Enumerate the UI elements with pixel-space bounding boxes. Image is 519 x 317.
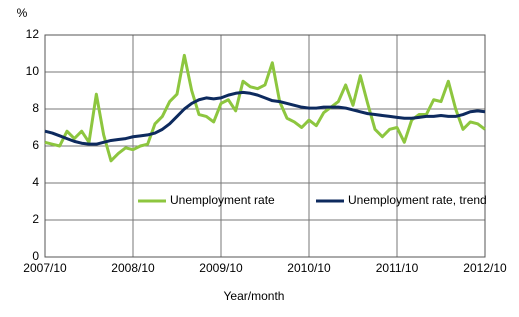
legend-label: Unemployment rate, trend — [348, 193, 487, 207]
y-tick-label: 4 — [32, 175, 39, 189]
y-tick-label: 0 — [32, 249, 39, 263]
series-line — [44, 53, 486, 163]
legend-label: Unemployment rate — [170, 193, 275, 207]
x-tick-label: 2011/10 — [376, 261, 419, 275]
x-tick-label: 2012/10 — [463, 261, 507, 275]
x-tick-label: 2009/10 — [199, 261, 243, 275]
y-tick-label: 12 — [26, 27, 40, 41]
x-axis-label: Year/month — [224, 289, 285, 303]
series-line — [44, 90, 486, 146]
x-tick-label: 2008/10 — [111, 261, 155, 275]
plot-frame — [44, 34, 486, 258]
y-tick-label: 2 — [32, 212, 39, 226]
y-tick-label: 8 — [32, 101, 39, 115]
y-tick-label: 10 — [26, 64, 40, 78]
y-tick-label: 6 — [32, 138, 39, 152]
x-tick-label: 2007/10 — [23, 261, 67, 275]
y-unit: % — [17, 6, 28, 20]
x-tick-label: 2010/10 — [287, 261, 331, 275]
